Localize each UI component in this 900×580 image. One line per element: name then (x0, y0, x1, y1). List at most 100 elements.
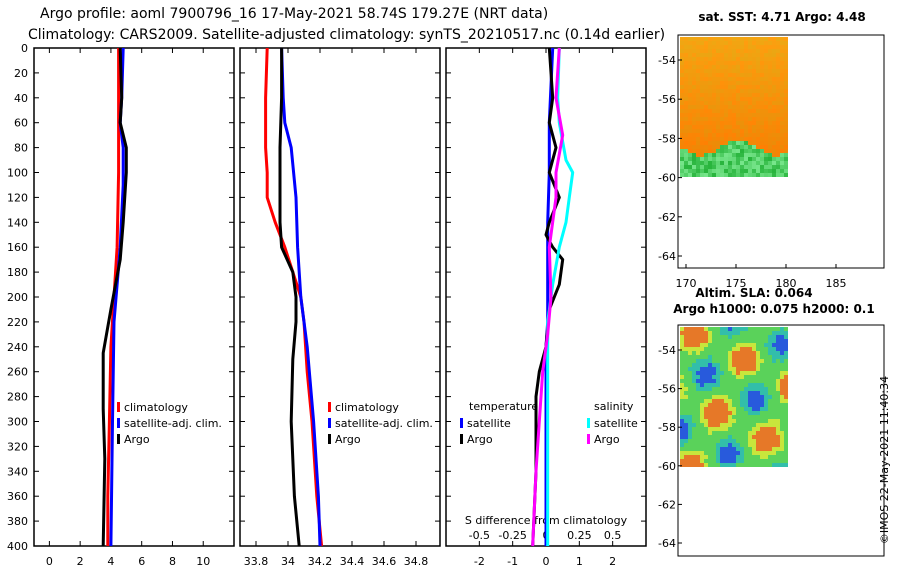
series-line-argo (278, 48, 301, 547)
x-tick-label: -1 (507, 555, 518, 568)
depth-tick-label: 100 (7, 167, 28, 180)
depth-tick-label: 160 (7, 241, 28, 254)
sla-lat-tick-label: -60 (658, 460, 676, 473)
sla-map-title-line2: Argo h1000: 0.075 h2000: 0.1 (673, 302, 874, 316)
legend-label: climatology (335, 401, 399, 414)
x-tick-label: 1 (576, 555, 583, 568)
top-x-tick-label: 0.5 (604, 529, 622, 542)
x-tick-label: 34.6 (372, 555, 397, 568)
x-tick-label: 34.2 (308, 555, 333, 568)
legend-label: satellite (467, 417, 511, 430)
depth-tick-label: 300 (7, 416, 28, 429)
sst-lat-tick-label: -56 (658, 93, 676, 106)
legend-swatch (328, 418, 331, 428)
x-tick-label: 10 (196, 555, 210, 568)
depth-tick-label: 80 (14, 142, 28, 155)
legend-swatch (117, 402, 120, 412)
sst-lon-tick-label: 185 (826, 277, 847, 290)
legend-swatch (117, 418, 120, 428)
sst-lat-tick-label: -64 (658, 250, 676, 263)
x-tick-label: 34.4 (340, 555, 365, 568)
legend-swatch (328, 434, 331, 444)
chart-title-line1: Argo profile: aoml 7900796_16 17-May-202… (40, 6, 549, 22)
sla-lat-tick-label: -56 (658, 383, 676, 396)
legend-swatch (587, 418, 590, 428)
legend-title-salinity: salinity (594, 400, 634, 413)
legend-label: Argo (124, 433, 150, 446)
sst-lat-tick-label: -54 (658, 54, 676, 67)
legend-label: Argo (594, 433, 620, 446)
depth-tick-label: 240 (7, 341, 28, 354)
sst-lon-tick-label: 180 (776, 277, 797, 290)
x-tick-label: 8 (169, 555, 176, 568)
sst-lat-tick-label: -60 (658, 172, 676, 185)
depth-tick-label: 340 (7, 465, 28, 478)
panel-difference: -2 -1 0 1 2-0.5 -0.25 0 0.25 0.5S difference fro… (445, 47, 647, 568)
sla-heatmap (680, 327, 788, 467)
top-x-tick-label: -0.25 (498, 529, 526, 542)
series-line-s-argo (531, 47, 565, 547)
series-line-argo (101, 47, 128, 547)
sst-lon-tick-label: 175 (726, 277, 747, 290)
panel-salinity: 33.8 34 34.2 34.4 34.6 34.8 climatology satelli… (239, 47, 441, 568)
depth-tick-label: 260 (7, 366, 28, 379)
x-tick-label: 4 (107, 555, 114, 568)
chart-title-line2: Climatology: CARS2009. Satellite-adjuste… (28, 27, 666, 43)
plot-frame (33, 47, 235, 547)
x-tick-label: -2 (474, 555, 485, 568)
credit-text: ©IMOS 22-May-2021 11:40:34 (878, 376, 891, 544)
legend-label: Argo (467, 433, 493, 446)
legend-swatch (460, 418, 463, 428)
depth-tick-label: 200 (7, 291, 28, 304)
sst-heatmap (680, 37, 788, 177)
legend-swatch (328, 402, 331, 412)
depth-tick-label: 180 (7, 266, 28, 279)
depth-tick-label: 0 (21, 42, 28, 55)
legend-swatch (587, 434, 590, 444)
legend-swatch (117, 434, 120, 444)
sla-lat-tick-label: -54 (658, 344, 676, 357)
legend-label: satellite-adj. clim. (124, 417, 222, 430)
sst-map-title: sat. SST: 4.71 Argo: 4.48 (698, 10, 865, 24)
x-tick-label: 0 (46, 555, 53, 568)
series-line-t-satellite (544, 47, 555, 546)
depth-tick-label: 280 (7, 391, 28, 404)
depth-tick-label: 140 (7, 216, 28, 229)
sst-lon-tick-label: 170 (676, 277, 697, 290)
panel-temperature: 0 2 4 6 8 10 climatology satellite-adj. clim. Ar… (33, 47, 235, 568)
depth-tick-label: 20 (14, 67, 28, 80)
x-tick-label: 34 (281, 555, 295, 568)
plot-frame (239, 47, 441, 547)
x-tick-label: 2 (609, 555, 616, 568)
legend-label: climatology (124, 401, 188, 414)
x-tick-label: 2 (77, 555, 84, 568)
legend-title-temperature: temperature (469, 400, 538, 413)
legend-label: satellite (594, 417, 638, 430)
depth-tick-label: 40 (14, 92, 28, 105)
sla-lat-tick-label: -64 (658, 537, 676, 550)
depth-tick-label: 60 (14, 117, 28, 130)
top-x-tick-label: 0.25 (567, 529, 592, 542)
series-line-climatology (106, 48, 121, 546)
top-x-tick-label: -0.5 (469, 529, 490, 542)
sla-lat-tick-label: -62 (658, 498, 676, 511)
x-tick-label: 33.8 (244, 555, 269, 568)
x-tick-label: 6 (138, 555, 145, 568)
sst-lat-tick-label: -62 (658, 211, 676, 224)
depth-tick-label: 320 (7, 440, 28, 453)
x-tick-label: 34.8 (404, 555, 429, 568)
depth-tick-label: 380 (7, 515, 28, 528)
legend-label: Argo (335, 433, 361, 446)
depth-tick-label: 120 (7, 191, 28, 204)
legend-swatch (460, 434, 463, 444)
depth-tick-label: 400 (7, 540, 28, 553)
legend-label: satellite-adj. clim. (335, 417, 433, 430)
series-line-satellite-adj-clim- (280, 47, 322, 547)
x-tick-label: 0 (543, 555, 550, 568)
sla-lat-tick-label: -58 (658, 421, 676, 434)
depth-tick-label: 220 (7, 316, 28, 329)
sla-map-title-line1: Altim. SLA: 0.064 (695, 286, 812, 300)
sst-lat-tick-label: -58 (658, 132, 676, 145)
depth-tick-label: 360 (7, 490, 28, 503)
